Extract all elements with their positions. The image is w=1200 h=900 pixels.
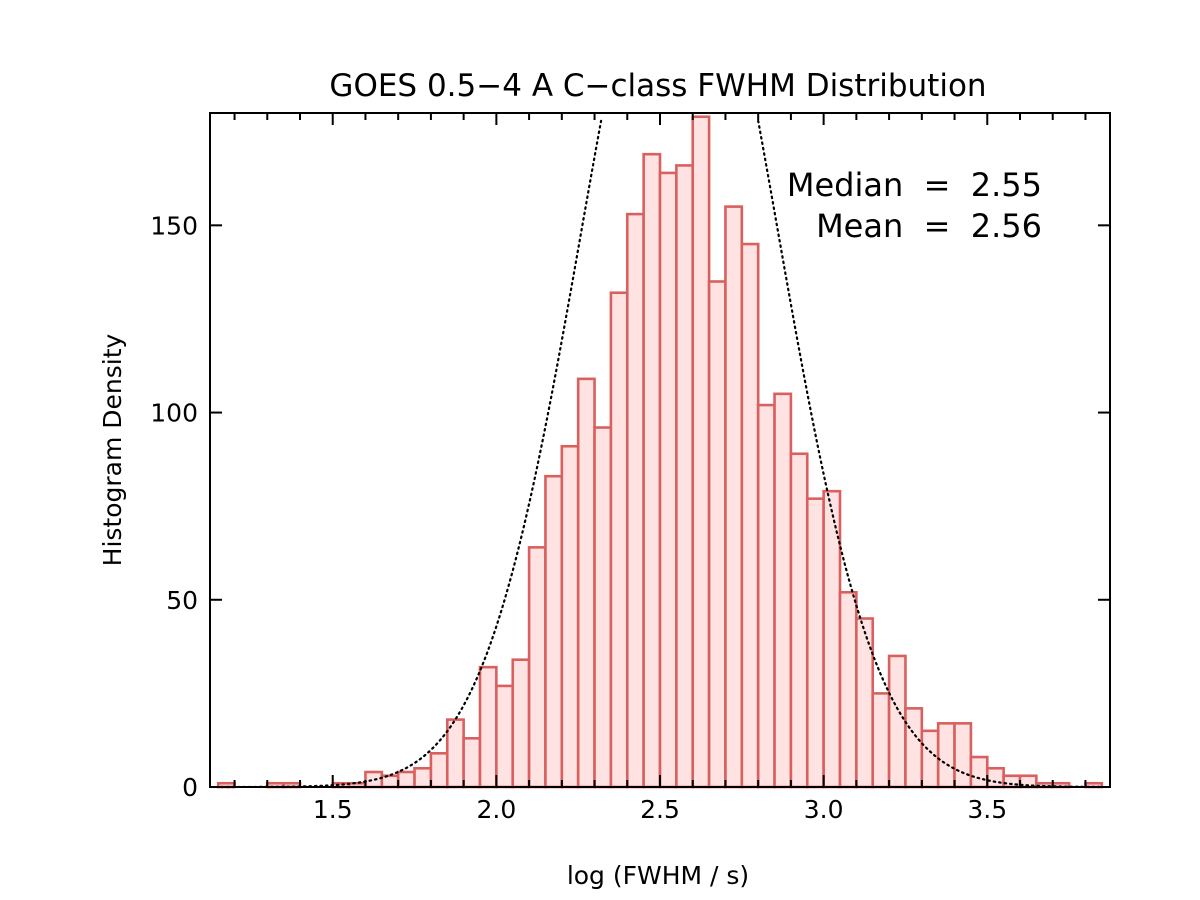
histogram-bar <box>511 658 531 789</box>
histogram-bar <box>609 291 629 789</box>
histogram-bar <box>544 474 564 789</box>
histogram-bar <box>658 171 678 789</box>
histogram-bar <box>789 452 809 789</box>
y-tick-label: 100 <box>150 399 198 428</box>
histogram-bar <box>495 684 515 789</box>
histogram-bar <box>740 242 760 789</box>
x-tick-labels: 1.5 2.0 2.5 3.0 3.5 <box>313 795 1007 824</box>
histogram-bar <box>462 737 482 789</box>
histogram-bar <box>936 722 956 789</box>
histogram-bar <box>756 403 776 789</box>
histogram-bar <box>805 497 825 789</box>
histogram-bar <box>413 766 433 789</box>
histogram-bar <box>838 590 858 789</box>
y-tick-label: 0 <box>182 773 198 802</box>
histogram-bar <box>560 444 580 789</box>
histogram-bar <box>380 774 400 789</box>
x-tick-label: 3.0 <box>804 795 844 824</box>
histogram-bar <box>527 546 547 789</box>
mean-annotation: Mean = 2.56 <box>816 207 1042 245</box>
histogram-bar <box>985 766 1005 789</box>
histogram-bar <box>593 426 613 789</box>
axis-ticks <box>210 113 1110 788</box>
chart-title: GOES 0.5−4 A C−class FWHM Distribution <box>329 68 986 104</box>
x-tick-label: 2.5 <box>640 795 680 824</box>
y-tick-label: 50 <box>166 586 198 615</box>
y-axis-label: Histogram Density <box>98 333 127 566</box>
histogram-bar <box>822 489 842 789</box>
histogram-bar <box>364 770 384 789</box>
histogram-bar <box>855 617 875 789</box>
median-annotation: Median = 2.55 <box>787 166 1042 204</box>
histogram-bar <box>724 205 744 789</box>
histogram-bar <box>642 152 662 789</box>
histogram-bar <box>920 729 940 789</box>
histogram-bar <box>429 751 449 789</box>
histogram-bars <box>216 115 1104 789</box>
histogram-bar <box>675 164 695 789</box>
histogram-bar <box>707 280 727 789</box>
y-tick-labels: 0 50 100 150 <box>150 211 198 802</box>
x-tick-label: 3.5 <box>967 795 1007 824</box>
x-axis-label: log (FWHM / s) <box>567 861 749 890</box>
gaussian-fit-curve <box>220 119 603 789</box>
histogram-bar <box>691 115 711 789</box>
histogram-bar <box>773 392 793 789</box>
histogram-bar <box>904 707 924 789</box>
histogram-bar <box>576 377 596 789</box>
histogram-bar <box>887 654 907 789</box>
histogram-bar <box>396 770 416 789</box>
histogram-bar <box>969 755 989 789</box>
x-tick-label: 2.0 <box>476 795 516 824</box>
histogram-bar <box>953 722 973 789</box>
y-tick-label: 150 <box>150 211 198 240</box>
histogram-bar <box>478 665 498 789</box>
x-tick-label: 1.5 <box>313 795 353 824</box>
histogram-bar <box>445 718 465 789</box>
histogram-bar <box>625 212 645 789</box>
histogram-bar <box>871 692 891 789</box>
